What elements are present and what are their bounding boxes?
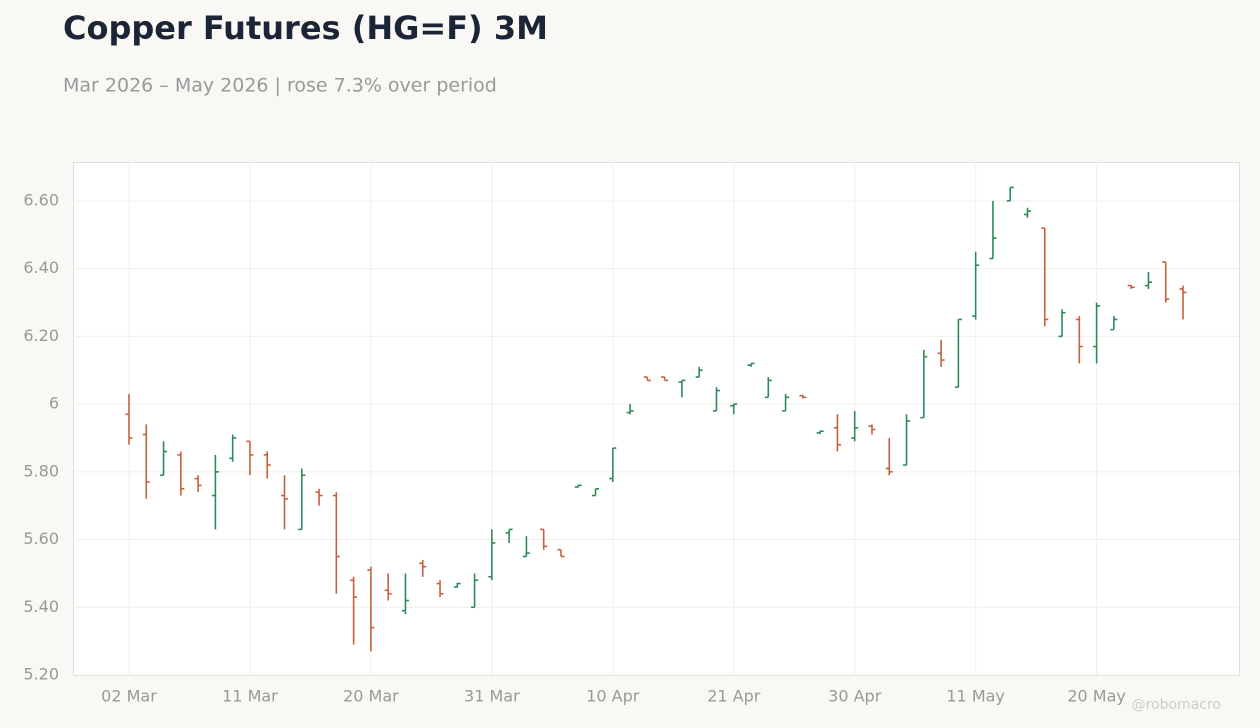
chart-subtitle: Mar 2026 – May 2026 | rose 7.3% over per… bbox=[63, 75, 497, 97]
y-tick-label: 5.40 bbox=[23, 597, 59, 616]
y-tick-label: 6.40 bbox=[23, 258, 59, 277]
plot-area bbox=[73, 162, 1240, 676]
y-tick-label: 5.80 bbox=[23, 461, 59, 480]
x-tick-label: 10 Apr bbox=[586, 687, 640, 706]
y-tick-label: 6.20 bbox=[23, 326, 59, 345]
x-tick-label: 11 May bbox=[946, 687, 1005, 706]
y-tick-label: 5.60 bbox=[23, 529, 59, 548]
y-tick-label: 6.60 bbox=[23, 190, 59, 209]
watermark: @robomacro bbox=[1132, 697, 1221, 713]
x-tick-label: 20 Mar bbox=[343, 687, 399, 706]
x-tick-label: 21 Apr bbox=[707, 687, 761, 706]
y-tick-label: 5.20 bbox=[23, 665, 59, 684]
x-tick-label: 20 May bbox=[1067, 687, 1126, 706]
chart-title: Copper Futures (HG=F) 3M bbox=[63, 9, 548, 47]
x-tick-label: 11 Mar bbox=[222, 687, 278, 706]
x-tick-label: 02 Mar bbox=[101, 687, 157, 706]
y-tick-label: 6 bbox=[49, 394, 59, 413]
x-tick-label: 30 Apr bbox=[828, 687, 882, 706]
x-tick-label: 31 Mar bbox=[464, 687, 520, 706]
